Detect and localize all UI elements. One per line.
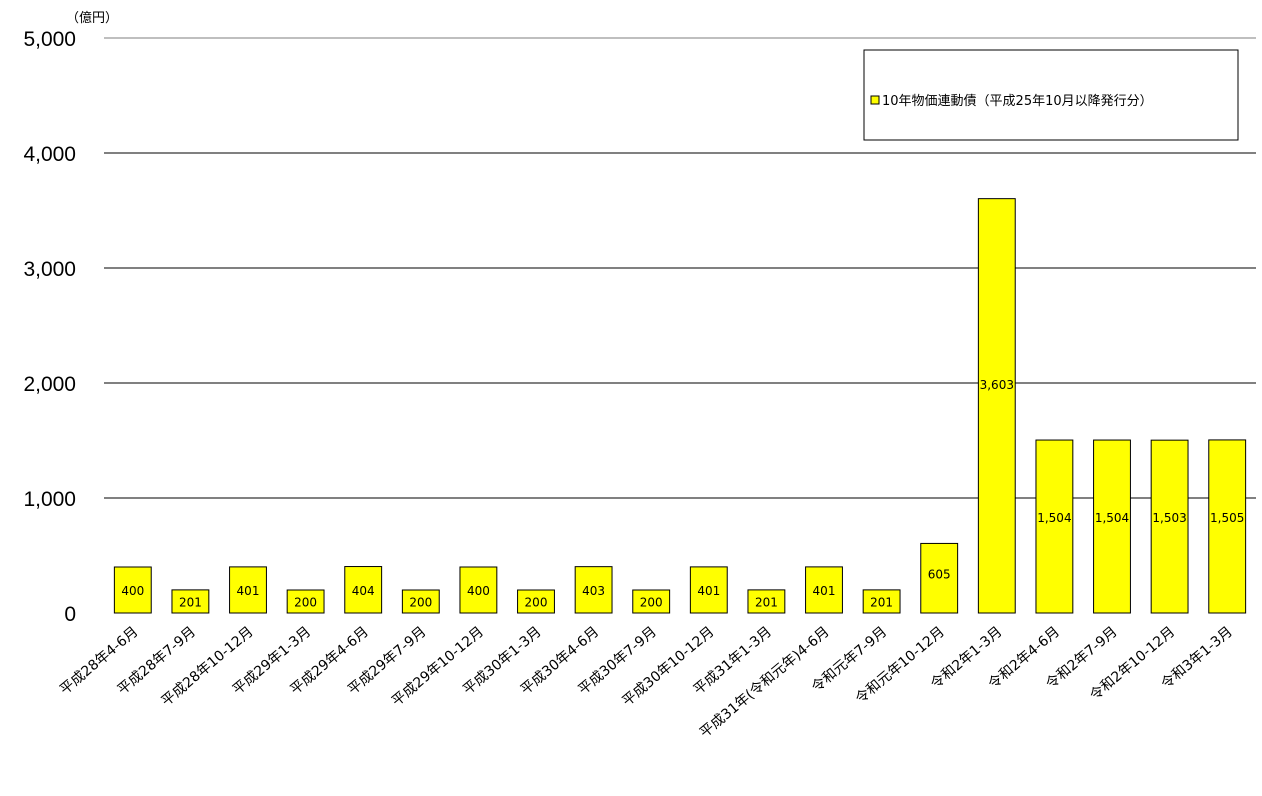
bar <box>1208 439 1247 614</box>
y-tick-label: 1,000 <box>23 488 76 511</box>
legend-label: 10年物価連動債（平成25年10月以降発行分） <box>882 94 1153 109</box>
bar <box>805 566 843 614</box>
bar <box>517 589 555 614</box>
bar <box>171 589 210 614</box>
bar <box>862 589 901 614</box>
bar <box>689 566 728 614</box>
data-label: 1,504 <box>1095 511 1129 525</box>
data-label: 401 <box>237 584 260 598</box>
y-tick-label: 0 <box>64 603 76 626</box>
bar <box>632 589 671 614</box>
data-label: 401 <box>697 584 720 598</box>
data-label: 605 <box>928 568 951 582</box>
data-label: 3,603 <box>980 378 1014 392</box>
bar <box>1035 439 1074 614</box>
data-label: 1,503 <box>1152 511 1186 525</box>
data-label: 400 <box>467 584 490 598</box>
gridlines <box>104 152 1256 499</box>
data-label: 200 <box>294 596 317 610</box>
data-label: 200 <box>525 596 548 610</box>
bar <box>344 566 383 614</box>
y-tick-label: 3,000 <box>23 258 76 281</box>
data-label: 1,505 <box>1210 511 1244 525</box>
data-labels: 400 201 401 200 404 200 400 200 403 200 401 201 401 2… <box>121 378 1244 609</box>
bar <box>574 566 613 614</box>
bar <box>401 589 440 614</box>
bar <box>1093 439 1131 614</box>
data-label: 1,504 <box>1037 511 1071 525</box>
bar <box>1150 439 1189 614</box>
y-tick-labels: 0 1,000 2,000 3,000 4,000 5,000 <box>23 28 76 626</box>
data-label: 400 <box>121 584 144 598</box>
bar <box>113 566 152 614</box>
bar <box>286 589 325 614</box>
bar <box>977 198 1016 614</box>
x-tick-labels: 平成28年4-6月平成28年7-9月平成28年10-12月平成29年1-3月平成… <box>57 624 1236 741</box>
data-label: 201 <box>755 595 778 609</box>
bars <box>113 198 1247 614</box>
data-label: 200 <box>640 596 663 610</box>
data-label: 201 <box>179 595 202 609</box>
data-label: 404 <box>352 584 375 598</box>
bar <box>459 566 498 614</box>
y-unit-label: （億円） <box>66 10 118 26</box>
legend-swatch <box>870 95 880 105</box>
data-label: 403 <box>582 584 605 598</box>
bar <box>920 542 959 614</box>
bar <box>229 566 267 614</box>
data-label: 401 <box>813 584 836 598</box>
y-tick-label: 2,000 <box>23 373 76 396</box>
bar <box>747 589 786 614</box>
data-label: 200 <box>409 596 432 610</box>
y-tick-label: 4,000 <box>23 143 76 166</box>
legend: 10年物価連動債（平成25年10月以降発行分） <box>863 49 1239 141</box>
data-label: 201 <box>870 595 893 609</box>
y-tick-label: 5,000 <box>23 28 76 51</box>
